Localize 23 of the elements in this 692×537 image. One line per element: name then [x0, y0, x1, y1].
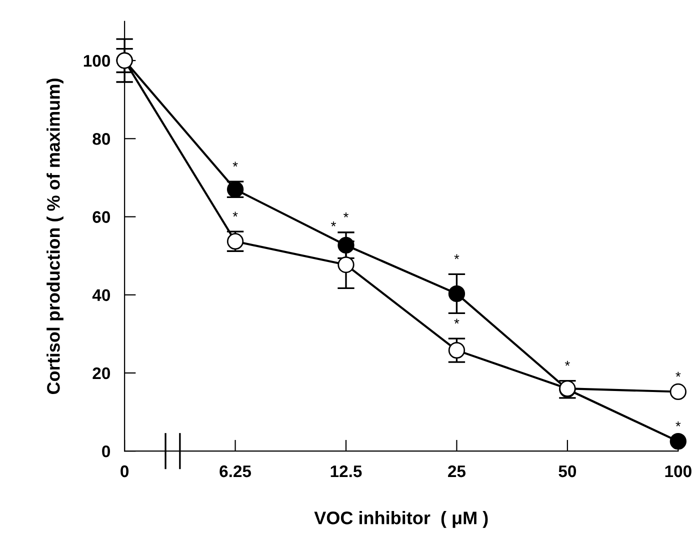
x-tick-label: 25 — [448, 465, 466, 478]
x-axis-title: VOC inhibitor ( μM ) — [314, 511, 488, 528]
y-tick-label: 100 — [84, 54, 110, 67]
annotation: * — [676, 421, 681, 426]
x-tick-label: 100 — [665, 465, 692, 478]
y-tick-label: 40 — [92, 289, 110, 302]
y-tick-label: 0 — [102, 445, 110, 458]
annotation: * — [454, 318, 460, 324]
x-tick-label: 0 — [120, 465, 129, 478]
annotation: * — [454, 254, 460, 260]
annotation: * — [676, 372, 681, 377]
x-tick-label: 12.5 — [330, 465, 362, 478]
y-tick-label: 80 — [92, 133, 110, 145]
annotation: * — [232, 162, 238, 167]
x-tick-label: 50 — [558, 465, 576, 478]
annotation: * — [331, 222, 336, 226]
y-tick-label: 20 — [92, 367, 110, 380]
y-tick-label: 60 — [92, 211, 110, 223]
x-tick-label: 6.25 — [220, 465, 252, 478]
annotation: * — [232, 212, 238, 217]
y-axis-title: Cortisol production ( % of maximum) — [46, 78, 64, 394]
annotation: * — [564, 360, 570, 366]
annotation: * — [344, 212, 348, 218]
